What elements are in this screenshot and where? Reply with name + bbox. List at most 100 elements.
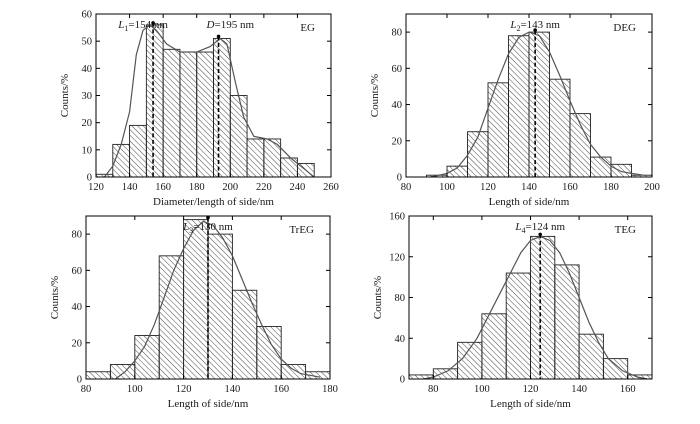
- annotation-subscript: 4: [522, 226, 526, 235]
- annotation-value: =143 nm: [520, 19, 560, 31]
- x-axis-label: Length of side/nm: [489, 196, 570, 208]
- bar: [179, 51, 198, 178]
- x-tick-label: 120: [176, 384, 192, 395]
- y-axis-label: Counts/%: [59, 74, 71, 117]
- y-tick-label: 10: [82, 145, 93, 156]
- x-tick-label: 80: [81, 384, 92, 395]
- bar: [505, 272, 531, 380]
- x-tick-label: 220: [256, 182, 272, 193]
- x-tick-label: 120: [523, 384, 539, 395]
- annotation-l3: L3=130 nm: [182, 221, 233, 235]
- bar: [578, 333, 604, 380]
- annotation-l1: L1=154 nm: [117, 19, 168, 33]
- x-tick-label: 100: [127, 384, 143, 395]
- y-tick-label: 20: [72, 338, 83, 349]
- fit-curve: [114, 220, 321, 380]
- x-tick-label: 200: [222, 182, 238, 193]
- annotation-symbol: D: [206, 19, 215, 31]
- x-tick-label: 160: [620, 384, 636, 395]
- bar: [158, 255, 185, 380]
- bar: [229, 95, 248, 178]
- bar: [129, 124, 147, 178]
- x-tick-label: 180: [322, 384, 338, 395]
- panel-tag: TrEG: [289, 224, 314, 236]
- annotation-d: D=195 nm: [206, 19, 255, 31]
- bar: [207, 233, 233, 380]
- y-tick-label: 40: [72, 302, 83, 313]
- x-axis-label: Length of side/nm: [490, 398, 571, 410]
- x-tick-label: 240: [290, 182, 306, 193]
- mean-marker-dot: [533, 28, 537, 32]
- bar: [408, 374, 434, 380]
- y-tick-label: 60: [82, 10, 93, 21]
- annotation-symbol: L: [514, 221, 521, 233]
- bar: [530, 235, 556, 380]
- mean-marker-dot: [206, 215, 210, 220]
- bar: [481, 313, 507, 380]
- y-axis-label: Counts/%: [372, 276, 384, 319]
- y-tick-label: 80: [395, 293, 406, 304]
- y-tick-label: 20: [82, 118, 93, 129]
- panel-tag: TEG: [615, 224, 636, 236]
- panel-deg: L2=143 nm 80 100 120 140 160 180 200 0 20 40 60 80 Le…: [369, 13, 660, 208]
- annotation-l2: L2=143 nm: [509, 19, 560, 33]
- x-tick-label: 180: [603, 182, 619, 193]
- y-tick-label: 0: [77, 375, 82, 386]
- panel-tag: EG: [300, 22, 315, 34]
- bar: [213, 38, 231, 178]
- annotation-subscript: 2: [516, 24, 520, 33]
- bar: [162, 48, 181, 178]
- y-tick-label: 60: [72, 266, 83, 277]
- panel-teg: L4=124 nm 80 100 120 140 160 0 40 80 120 160 Length…: [372, 212, 653, 410]
- bar: [467, 131, 489, 178]
- panel-tag: DEG: [613, 22, 636, 34]
- x-tick-label: 160: [562, 182, 578, 193]
- x-tick-label: 140: [521, 182, 537, 193]
- bar: [602, 358, 629, 380]
- fit-curve: [103, 24, 315, 178]
- annotation-symbol: L: [182, 221, 189, 233]
- y-tick-label: 0: [397, 173, 402, 184]
- x-tick-label: 80: [401, 182, 412, 193]
- bar: [590, 156, 612, 178]
- x-tick-label: 200: [644, 182, 660, 193]
- x-tick-label: 260: [323, 182, 339, 193]
- annotation-value: =124 nm: [526, 221, 566, 233]
- y-tick-label: 50: [82, 37, 93, 48]
- bar: [554, 264, 580, 380]
- y-tick-label: 60: [392, 64, 403, 75]
- plot-frame: [85, 215, 331, 380]
- y-axis-label: Counts/%: [49, 276, 61, 319]
- bar: [246, 138, 265, 178]
- bar: [145, 24, 164, 178]
- fit-curve: [430, 31, 644, 178]
- mean-marker-dot: [538, 232, 543, 237]
- mean-marker-dot: [216, 34, 221, 39]
- x-tick-label: 100: [474, 384, 490, 395]
- y-tick-label: 40: [392, 100, 403, 111]
- x-axis-label: Length of side/nm: [168, 398, 249, 410]
- x-tick-label: 160: [273, 384, 289, 395]
- x-tick-label: 100: [439, 182, 455, 193]
- y-tick-label: 30: [82, 91, 93, 102]
- x-tick-label: 120: [88, 182, 104, 193]
- annotation-subscript: 1: [124, 24, 128, 33]
- bar: [183, 219, 209, 380]
- bar: [457, 341, 483, 380]
- x-tick-label: 160: [155, 182, 171, 193]
- y-tick-label: 0: [400, 375, 405, 386]
- mean-marker-dot: [151, 21, 155, 25]
- annotation-value: =154 nm: [128, 19, 168, 31]
- x-tick-label: 180: [189, 182, 205, 193]
- x-tick-label: 140: [571, 384, 587, 395]
- x-tick-label: 80: [428, 384, 439, 395]
- y-axis-label: Counts/%: [369, 74, 381, 117]
- x-tick-label: 120: [480, 182, 496, 193]
- bar: [196, 51, 214, 178]
- bar: [432, 368, 459, 380]
- bar: [231, 289, 258, 380]
- panel-treg: L3=130 nm 80 100 120 140 160 180 0 20 40 60 80 Lengt…: [49, 215, 338, 410]
- annotation-symbol: L: [117, 19, 124, 31]
